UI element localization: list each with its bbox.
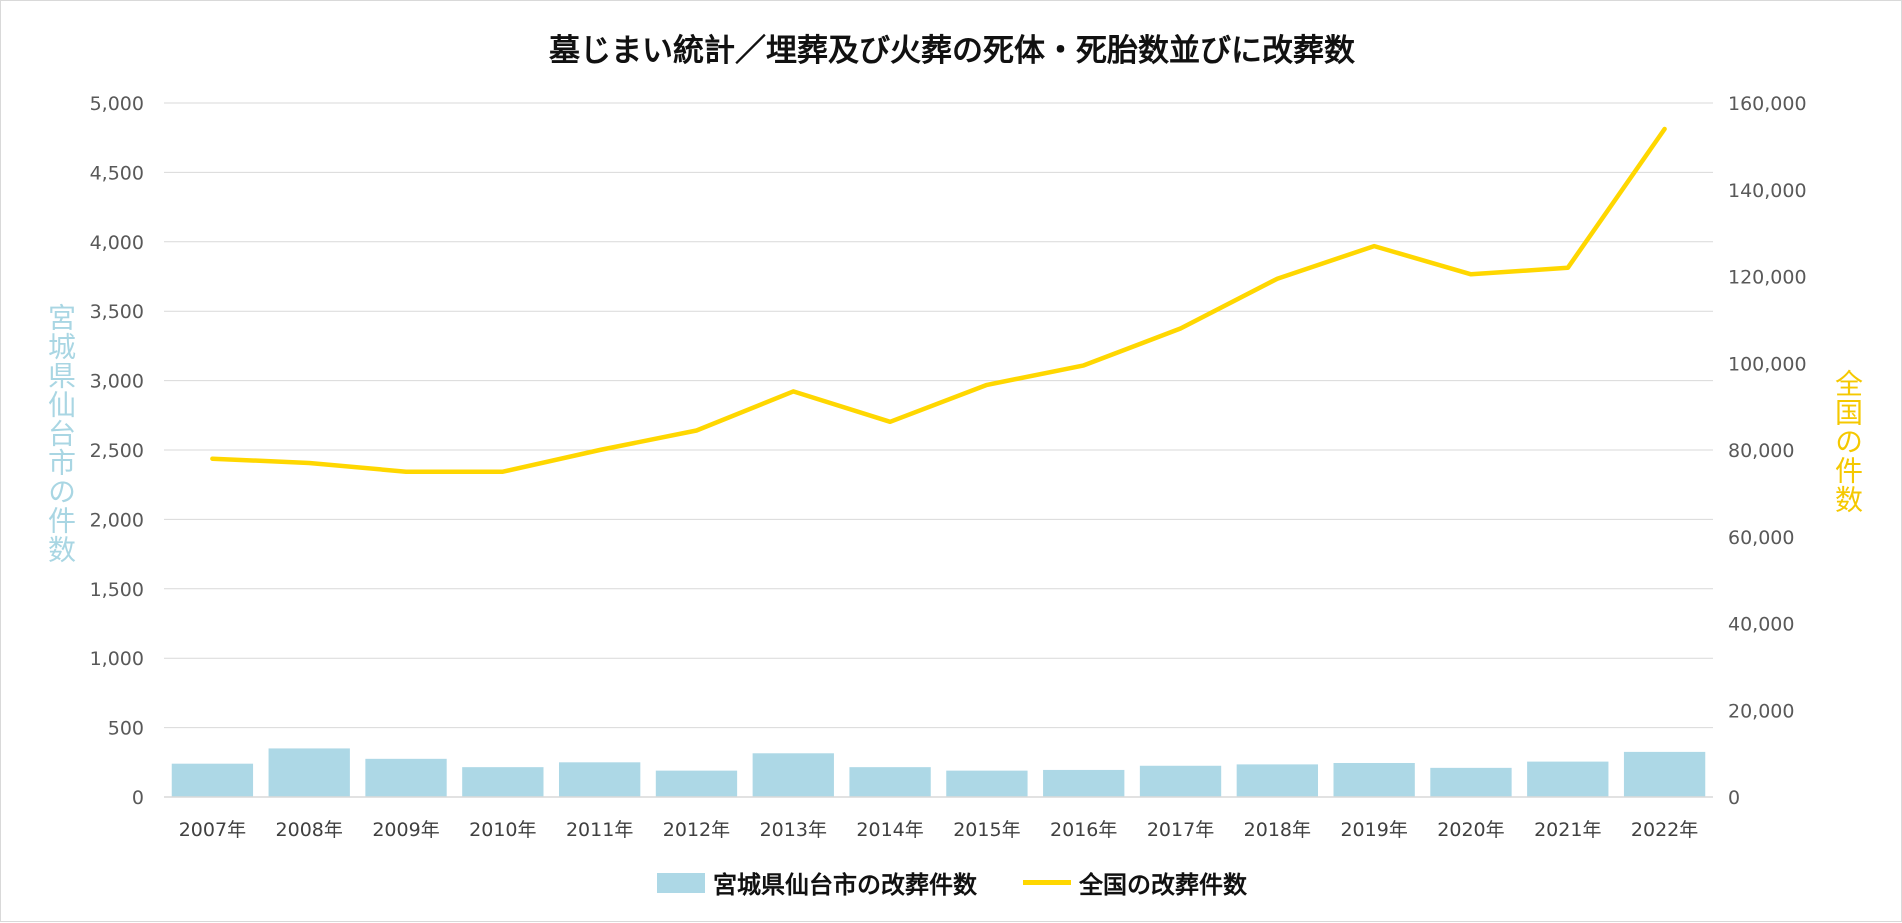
x-tick-label: 2018年 (1244, 819, 1311, 841)
bar (1043, 770, 1124, 797)
bar (656, 771, 737, 797)
x-tick-label: 2013年 (760, 819, 827, 841)
x-tick-label: 2007年 (179, 819, 246, 841)
bar (269, 748, 350, 797)
x-tick-label: 2017年 (1147, 819, 1214, 841)
bar (1527, 762, 1608, 797)
y-tick-right: 60,000 (1728, 527, 1794, 549)
legend-label-line: 全国の改葬件数 (1079, 865, 1247, 900)
y-tick-left: 1,000 (90, 648, 144, 670)
y-axis-right-title: 全国の件数 (1832, 369, 1862, 514)
x-tick-label: 2020年 (1437, 819, 1504, 841)
line-series (212, 129, 1664, 472)
x-tick-label: 2012年 (663, 819, 730, 841)
legend-swatch-bar (657, 873, 705, 893)
bar (172, 764, 253, 797)
legend-label-bar: 宮城県仙台市の改葬件数 (713, 865, 977, 900)
y-tick-right: 140,000 (1728, 180, 1807, 202)
y-tick-right: 0 (1728, 787, 1740, 809)
x-tick-label: 2010年 (469, 819, 536, 841)
bar (559, 762, 640, 797)
legend-item-line: 全国の改葬件数 (1023, 865, 1247, 900)
bar (1140, 766, 1221, 797)
x-tick-label: 2016年 (1050, 819, 1117, 841)
legend-swatch-line (1023, 880, 1071, 885)
x-tick-label: 2015年 (953, 819, 1020, 841)
y-tick-right: 20,000 (1728, 700, 1794, 722)
bar (462, 767, 543, 797)
y-tick-left: 4,500 (90, 162, 144, 184)
bar (946, 771, 1027, 797)
x-tick-label: 2021年 (1534, 819, 1601, 841)
bar (1624, 752, 1705, 797)
x-tick-label: 2008年 (276, 819, 343, 841)
legend: 宮城県仙台市の改葬件数 全国の改葬件数 (1, 865, 1902, 900)
legend-item-bar: 宮城県仙台市の改葬件数 (657, 865, 977, 900)
y-tick-right: 40,000 (1728, 614, 1794, 636)
x-tick-label: 2019年 (1340, 819, 1407, 841)
y-axis-left-title: 宮城県仙台市の件数 (45, 303, 75, 564)
y-tick-left: 500 (108, 718, 144, 740)
bar (1237, 764, 1318, 797)
bar (753, 753, 834, 797)
y-tick-left: 4,000 (90, 232, 144, 254)
y-tick-right: 120,000 (1728, 267, 1807, 289)
y-tick-left: 3,500 (90, 301, 144, 323)
y-tick-left: 2,500 (90, 440, 144, 462)
y-tick-left: 5,000 (90, 93, 144, 115)
bar (849, 767, 930, 797)
bar (1333, 763, 1414, 797)
y-tick-right: 160,000 (1728, 93, 1807, 115)
y-tick-right: 100,000 (1728, 353, 1807, 375)
x-tick-label: 2009年 (372, 819, 439, 841)
y-tick-left: 0 (132, 787, 144, 809)
x-tick-label: 2022年 (1631, 819, 1698, 841)
y-tick-left: 2,000 (90, 509, 144, 531)
y-tick-left: 3,000 (90, 371, 144, 393)
y-tick-left: 1,500 (90, 579, 144, 601)
x-tick-label: 2011年 (566, 819, 633, 841)
y-tick-right: 80,000 (1728, 440, 1794, 462)
x-tick-label: 2014年 (856, 819, 923, 841)
bar (1430, 768, 1511, 797)
bar (365, 759, 446, 797)
